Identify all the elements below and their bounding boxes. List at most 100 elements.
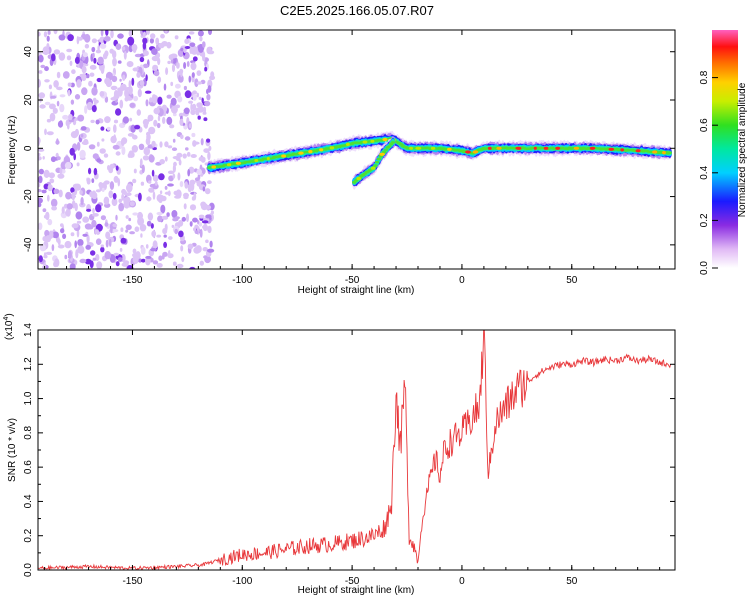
noise-speck bbox=[115, 151, 121, 156]
noise-speck bbox=[142, 37, 148, 44]
noise-speck bbox=[205, 239, 209, 244]
noise-speck bbox=[158, 255, 163, 261]
snr-multiplier-base: (x10 bbox=[4, 320, 15, 340]
noise-speck bbox=[69, 147, 75, 156]
noise-speck bbox=[196, 70, 202, 76]
noise-speck bbox=[175, 83, 181, 89]
noise-speck bbox=[184, 181, 188, 189]
snr-multiplier: (x104) bbox=[3, 313, 15, 340]
main-track-peak bbox=[496, 146, 502, 150]
noise-speck bbox=[157, 76, 162, 83]
x-tick-label: -100 bbox=[232, 576, 252, 587]
noise-speck bbox=[208, 30, 212, 35]
noise-speck bbox=[206, 46, 212, 55]
main-track-peak bbox=[266, 156, 270, 161]
noise-speck bbox=[59, 167, 63, 175]
noise-speck bbox=[67, 89, 71, 97]
noise-speck bbox=[145, 74, 148, 82]
svg-text:(x104): (x104) bbox=[3, 313, 15, 340]
y-tick-label: 0.8 bbox=[23, 425, 34, 439]
noise-speck bbox=[67, 250, 72, 259]
noise-speck bbox=[205, 214, 212, 219]
noise-speck bbox=[111, 86, 116, 91]
noise-speck bbox=[43, 183, 49, 190]
main-track-peak bbox=[235, 161, 241, 165]
noise-speck bbox=[183, 192, 189, 198]
noise-speck bbox=[168, 250, 171, 256]
noise-speck bbox=[108, 238, 112, 247]
y-tick-label: -40 bbox=[23, 237, 34, 252]
noise-speck bbox=[127, 36, 135, 46]
noise-speck bbox=[142, 155, 149, 161]
noise-speck bbox=[46, 131, 54, 136]
noise-speck bbox=[96, 261, 103, 269]
noise-speck bbox=[133, 95, 139, 102]
noise-speck bbox=[156, 122, 161, 129]
noise-speck bbox=[100, 244, 105, 248]
noise-speck bbox=[168, 175, 174, 182]
branch-track-peak bbox=[370, 166, 376, 170]
noise-speck bbox=[149, 183, 156, 188]
noise-speck bbox=[167, 183, 174, 187]
noise-speck bbox=[162, 251, 168, 257]
noise-speck bbox=[58, 189, 63, 198]
noise-speck bbox=[178, 74, 184, 83]
noise-speck bbox=[142, 31, 146, 39]
noise-speck bbox=[196, 81, 203, 85]
noise-speck bbox=[69, 60, 73, 66]
noise-speck bbox=[99, 91, 105, 97]
noise-speck bbox=[176, 62, 180, 69]
noise-speck bbox=[197, 115, 201, 120]
noise-speck bbox=[45, 251, 53, 255]
noise-speck bbox=[76, 36, 80, 45]
noise-speck bbox=[113, 124, 117, 133]
noise-speck bbox=[81, 87, 88, 96]
noise-speck bbox=[53, 30, 58, 35]
noise-speck bbox=[174, 195, 181, 199]
noise-speck bbox=[172, 112, 177, 117]
noise-speck bbox=[81, 65, 87, 74]
noise-speck bbox=[127, 133, 135, 137]
noise-speck bbox=[151, 230, 157, 237]
noise-speck bbox=[44, 101, 51, 106]
noise-speck bbox=[121, 188, 127, 195]
noise-speck bbox=[152, 260, 159, 265]
noise-speck bbox=[136, 109, 141, 116]
noise-speck bbox=[121, 262, 129, 267]
noise-speck bbox=[88, 167, 92, 175]
noise-speck bbox=[64, 254, 68, 260]
noise-speck bbox=[139, 224, 147, 232]
noise-speck bbox=[101, 138, 105, 142]
noise-speck bbox=[142, 50, 149, 57]
noise-speck bbox=[38, 182, 41, 188]
noise-speck bbox=[86, 73, 90, 79]
noise-speck bbox=[163, 234, 167, 238]
noise-speck bbox=[198, 96, 202, 100]
noise-speck bbox=[176, 152, 183, 158]
noise-speck bbox=[60, 223, 64, 228]
noise-speck bbox=[196, 168, 202, 175]
noise-speck bbox=[162, 116, 166, 124]
colorbar-label: Normalized spectral amplitude bbox=[737, 82, 748, 217]
noise-speck bbox=[129, 201, 135, 207]
noise-speck bbox=[166, 212, 170, 217]
noise-speck bbox=[188, 123, 192, 129]
colorbar-tick-label: 0.4 bbox=[699, 165, 710, 179]
noise-speck bbox=[49, 178, 55, 184]
noise-speck bbox=[53, 188, 60, 194]
noise-speck bbox=[95, 189, 101, 193]
noise-speck bbox=[123, 199, 130, 209]
y-tick-label: 1.4 bbox=[23, 323, 34, 337]
snr-line bbox=[38, 330, 672, 570]
noise-speck bbox=[80, 134, 84, 138]
noise-speck bbox=[91, 219, 97, 228]
noise-speck bbox=[92, 192, 98, 200]
branch-track-peak bbox=[356, 176, 362, 181]
noise-speck bbox=[204, 204, 212, 210]
x-tick-label: 0 bbox=[459, 275, 465, 286]
colorbar-tick-label: 0.8 bbox=[699, 70, 710, 84]
y-tick-label: 0.4 bbox=[23, 494, 34, 508]
noise-speck bbox=[140, 233, 143, 238]
noise-speck bbox=[132, 255, 139, 264]
